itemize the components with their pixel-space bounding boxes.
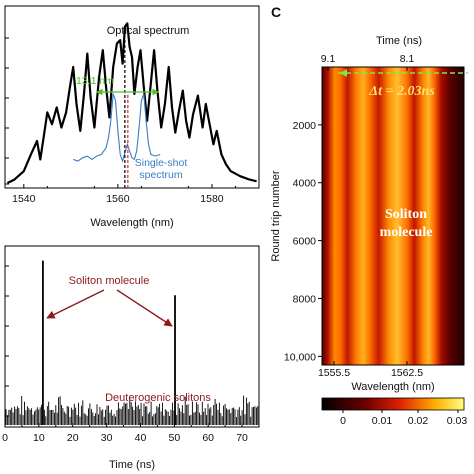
pulse-x-tick-label: 10 [33,432,45,444]
soliton-molecule-label: Soliton molecule [69,275,150,287]
colorbar [321,397,465,411]
pulse-train-panel: 0 10 20 30 40 50 60 70 Soliton molecule Deutero… [2,245,260,471]
soliton-molecule-pulses [42,260,176,425]
panel-c-letter: C [271,4,281,20]
pulse-x-tick-label: 70 [236,432,248,444]
heatmap-x-tick-1: 1555.5 [318,367,350,379]
pulse-x-tick-label: 30 [101,432,113,444]
pulse-x-ticks: 0 10 20 30 40 50 60 70 [2,423,260,444]
heatmap-y-tick-label: 2000 [293,120,317,132]
delta-t-arrowhead [340,69,347,77]
single-shot-label-line1: Single-shot [135,157,188,169]
pulse-x-tick-label: 60 [202,432,214,444]
colorbar-tick-3: 0.03 [447,415,468,427]
spectrum-y-ticks [5,37,9,185]
heatmap-image [322,67,464,365]
pulse-y-ticks [5,265,9,417]
delta-t-label: Δt = 2.03ns [368,84,435,99]
bandwidth-label: 13.1 nm [76,75,114,87]
pulse-x-tick-label: 20 [67,432,79,444]
top-tick-label-1: 9.1 [321,53,336,65]
series-optical-spectrum-line [6,22,257,184]
spectrum-axes-frame [4,5,260,189]
pulse-x-tick-label: 0 [2,432,8,444]
heatmap-y-tick-label: 4000 [293,178,317,190]
spectrum-x-tick-label: 1560 [106,193,130,205]
pulse-x-axis-label: Time (ns) [109,459,155,471]
pulse-axes-frame [4,245,260,428]
series-single-shot-spectrum-line [73,93,161,163]
heatmap-y-tick-label: 6000 [293,236,317,248]
colorbar-tick-0: 0 [340,415,346,427]
deuterogenic-pulses [5,395,259,425]
deuterogenic-label: Deuterogenic solitons [105,392,211,404]
spectrum-x-axis-label: Wavelength (nm) [90,217,173,229]
deuterogenic-pulse-lines [5,395,259,425]
heatmap-x-axis-label: Wavelength (nm) [351,381,434,393]
top-tick-label-2: 8.1 [400,53,415,65]
heatmap-y-ticks: 2000 4000 6000 8000 10,000 [284,120,322,363]
pulse-x-tick-label: 40 [135,432,147,444]
pulse-x-tick-label: 50 [168,432,180,444]
soliton-molecule-center-label-2: molecule [380,225,433,240]
spectrum-x-ticks: 1540 1560 1580 [12,184,236,205]
spectrum-title: Optical spectrum [107,25,190,37]
heatmap-y-tick-label: 8000 [293,293,317,305]
colorbar-tick-1: 0.01 [372,415,393,427]
heatmap-panel: C Time (ns) 9.1 8.1 Δt = 2.03ns Soliton … [270,4,468,427]
soliton-molecule-center-label-1: Soliton [385,207,427,222]
soliton-arrow-right [116,289,173,327]
spectrum-x-tick-label: 1580 [200,193,224,205]
heatmap-frame [321,66,465,366]
heatmap-y-tick-label: 10,000 [284,351,316,363]
spectrum-x-tick-label: 1540 [12,193,36,205]
single-shot-label-line2: spectrum [139,169,182,181]
heatmap-top-axis-label: Time (ns) [376,35,422,47]
colorbar-tick-2: 0.02 [408,415,429,427]
heatmap-y-axis-label: Round trip number [270,170,282,261]
heatmap-x-tick-2: 1562.5 [391,367,423,379]
soliton-arrow-left [46,289,105,319]
optical-spectrum-panel: 1540 1560 1580 Optical spectrum 13.1 nm Si… [4,5,260,229]
